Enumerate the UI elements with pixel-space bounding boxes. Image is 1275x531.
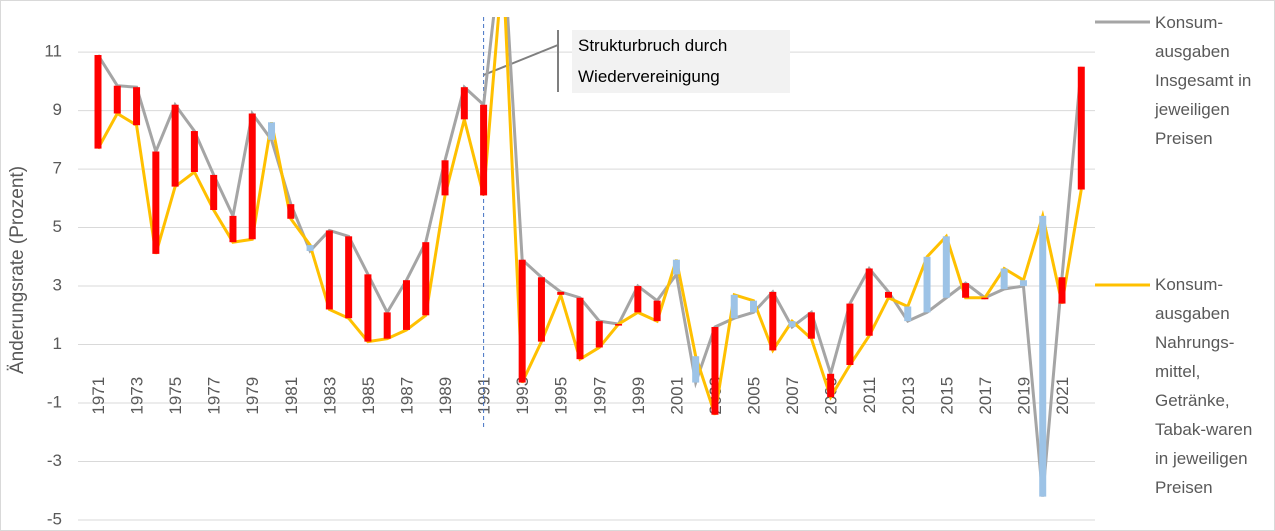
annotation: Strukturbruch durch Wiedervereinigung <box>572 30 790 93</box>
up-down-bar <box>480 104 488 196</box>
up-down-bar <box>1077 66 1085 190</box>
series-line <box>96 17 1083 497</box>
up-down-bar <box>595 321 603 348</box>
up-down-bar <box>364 274 372 342</box>
y-tick-label: 3 <box>53 276 62 295</box>
up-down-bar <box>865 268 873 336</box>
up-down-bar <box>152 151 160 254</box>
up-down-bar <box>962 283 970 298</box>
up-down-bar <box>904 306 912 322</box>
up-down-bar <box>807 312 815 339</box>
x-tick-label: 1985 <box>359 377 378 415</box>
up-down-bar <box>229 215 237 243</box>
series-line <box>96 17 1083 416</box>
x-tick-label: 1983 <box>320 377 339 415</box>
up-down-bar <box>981 297 989 300</box>
x-tick-label: 1973 <box>128 377 147 415</box>
plot <box>94 17 1085 497</box>
up-down-bar <box>287 204 295 219</box>
y-tick-label: 7 <box>53 159 62 178</box>
y-tick-label: -1 <box>47 393 62 412</box>
up-down-bar <box>711 326 719 415</box>
up-down-bar <box>730 294 738 319</box>
y-tick-label: 1 <box>53 334 62 353</box>
y-tick-label: 9 <box>53 100 62 119</box>
y-tick-label: -5 <box>47 509 62 528</box>
callout-line <box>483 44 559 76</box>
x-tick-label: 2005 <box>745 377 764 415</box>
x-tick-label: 1975 <box>166 377 185 415</box>
legend-label: Konsum-ausgaben Nahrungs-mittel, Getränk… <box>1155 275 1253 497</box>
up-down-bar <box>210 174 218 211</box>
x-tick-label: 1999 <box>629 377 648 415</box>
up-down-bar <box>306 245 314 251</box>
up-down-bar <box>884 291 892 298</box>
up-down-bar <box>1058 277 1066 304</box>
x-tick-label: 2019 <box>1014 377 1033 415</box>
up-down-bar <box>672 259 680 275</box>
x-tick-label: 1981 <box>282 377 301 415</box>
x-tick-label: 2001 <box>667 377 686 415</box>
x-tick-label: 2021 <box>1053 377 1072 415</box>
up-down-bar <box>248 113 256 240</box>
y-tick-label: 11 <box>44 42 62 61</box>
x-tick-label: 2017 <box>976 377 995 415</box>
up-down-bar <box>1000 268 1008 289</box>
up-down-bar <box>788 321 796 327</box>
up-down-bar <box>846 303 854 366</box>
up-down-bar <box>190 131 198 172</box>
up-down-bar <box>345 236 353 319</box>
up-down-bar <box>827 373 835 398</box>
y-tick-label: 5 <box>53 217 62 236</box>
x-tick-label: 1995 <box>552 377 571 415</box>
x-tick-label: 2011 <box>860 377 879 414</box>
up-down-bar <box>634 286 642 313</box>
up-down-bar <box>460 87 468 120</box>
up-down-bar <box>441 160 449 196</box>
up-down-bar <box>422 242 430 316</box>
x-tick-label: 1971 <box>89 377 108 415</box>
up-down-bar <box>942 236 950 298</box>
up-down-bar <box>576 297 584 360</box>
up-down-bar <box>537 277 545 342</box>
up-down-bar <box>1019 280 1027 287</box>
up-down-bar <box>615 324 623 326</box>
legend-label: Konsum-ausgaben Insgesamt in jeweiligen … <box>1155 13 1252 148</box>
up-down-bar <box>268 122 276 140</box>
x-tick-label: 2015 <box>937 377 956 415</box>
up-down-bar <box>383 312 391 339</box>
x-tick-label: 1987 <box>397 377 416 415</box>
y-axis-label: Änderungsrate (Prozent) <box>7 166 28 374</box>
up-down-bar <box>171 104 179 187</box>
up-down-bar <box>750 300 758 313</box>
up-down-bar <box>133 87 141 126</box>
up-down-bar <box>557 291 565 295</box>
y-tick-label: -3 <box>47 451 62 470</box>
up-down-bar <box>402 280 410 330</box>
up-down-bar <box>1039 215 1047 497</box>
x-tick-label: 1979 <box>243 377 262 415</box>
x-tick-label: 2013 <box>899 377 918 415</box>
up-down-bar <box>94 55 102 149</box>
up-down-bar <box>653 300 661 322</box>
up-down-bar <box>769 291 777 351</box>
up-down-bar <box>923 256 931 313</box>
x-tick-label: 1993 <box>513 377 532 415</box>
x-tick-label: 1989 <box>436 377 455 415</box>
x-tick-label: 2007 <box>783 377 802 415</box>
up-down-bar <box>113 85 121 114</box>
x-tick-label: 1997 <box>590 377 609 415</box>
up-down-bar <box>692 356 700 383</box>
up-down-bar <box>518 259 526 383</box>
x-tick-label: 1977 <box>205 377 224 415</box>
up-down-bar <box>325 230 333 310</box>
